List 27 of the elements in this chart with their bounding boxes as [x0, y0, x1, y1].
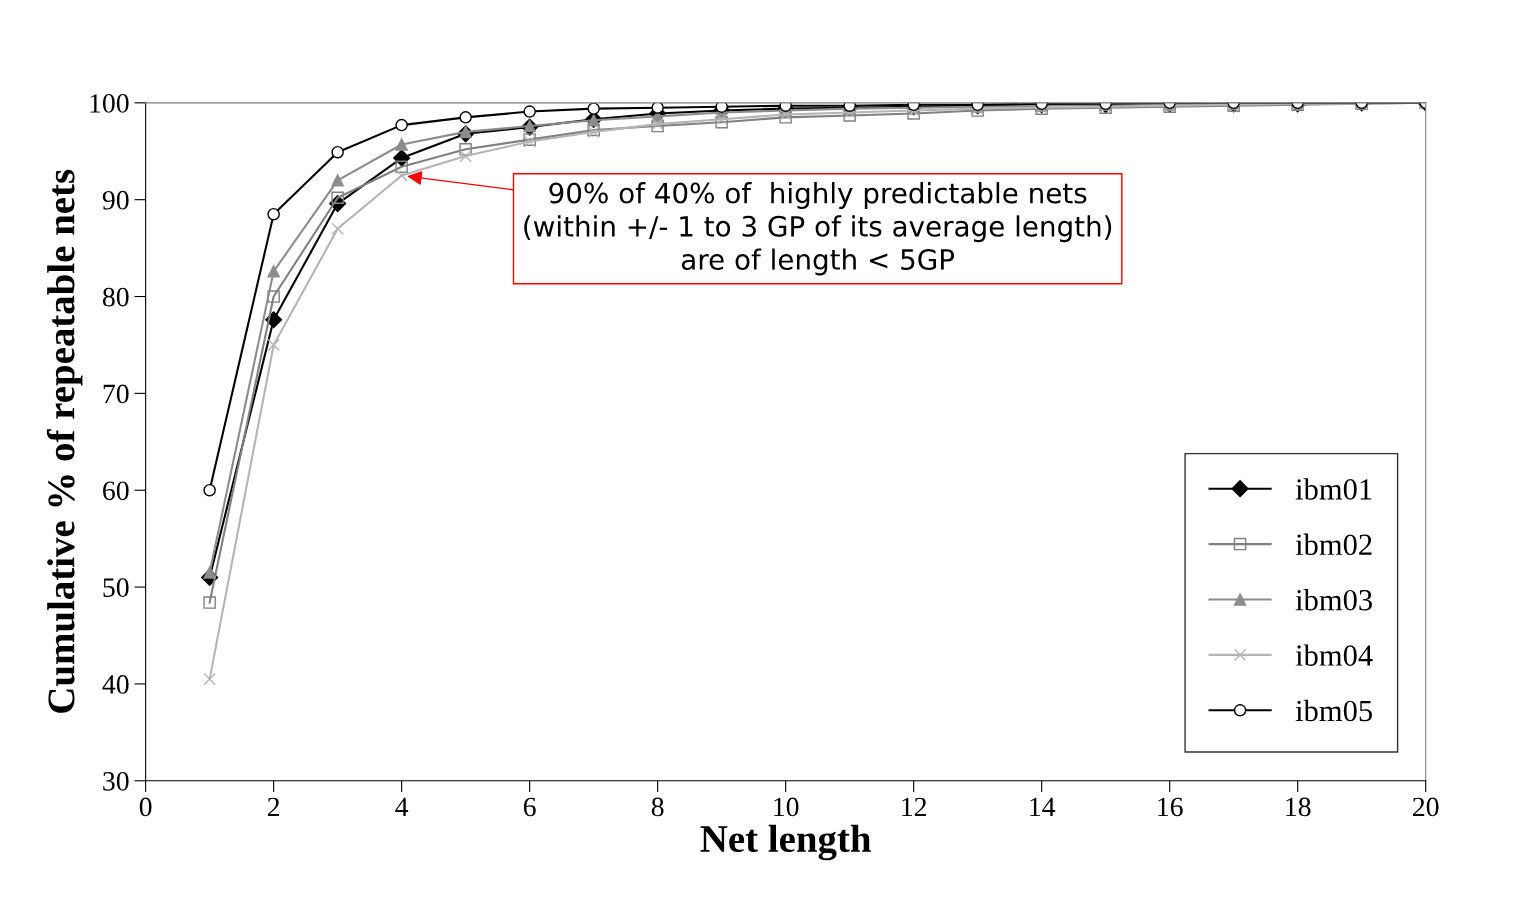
y-tick-label: 50: [103, 578, 129, 597]
x-tick-label: 18: [1286, 797, 1311, 817]
legend-label: ibm05: [1295, 699, 1372, 722]
legend-label: ibm04: [1295, 644, 1373, 666]
y-tick-label: 30: [103, 771, 129, 791]
x-tick-label: 0: [139, 797, 152, 817]
x-tick-label: 10: [774, 797, 799, 817]
x-tick-label: 2: [267, 797, 280, 817]
y-tick-label: 40: [102, 675, 129, 694]
legend-label: ibm02: [1295, 533, 1372, 556]
x-axis-title: Net length: [700, 824, 871, 861]
y-tick-label: 70: [103, 384, 129, 404]
x-tick-label: 8: [651, 797, 664, 817]
y-tick-label: 80: [102, 287, 129, 307]
y-tick-label: 100: [90, 94, 129, 113]
y-tick-label: 90: [102, 190, 129, 210]
y-axis-title: Cumulative % of repeatable nets: [46, 169, 83, 713]
x-tick-label: 16: [1158, 797, 1183, 817]
annotation: 90% of 40% of highly predictable nets (within +/- 1 to 3 GP of its average length) are of length < 5GP: [524, 182, 1112, 276]
x-tick-label: 4: [395, 797, 409, 817]
legend-label: ibm03: [1295, 589, 1372, 611]
x-tick-label: 12: [902, 797, 927, 817]
legend-label: ibm01: [1295, 478, 1372, 500]
x-tick-label: 14: [1030, 797, 1056, 817]
x-tick-label: 6: [523, 797, 536, 817]
x-tick-label: 20: [1413, 797, 1439, 817]
y-tick-label: 60: [103, 481, 129, 501]
